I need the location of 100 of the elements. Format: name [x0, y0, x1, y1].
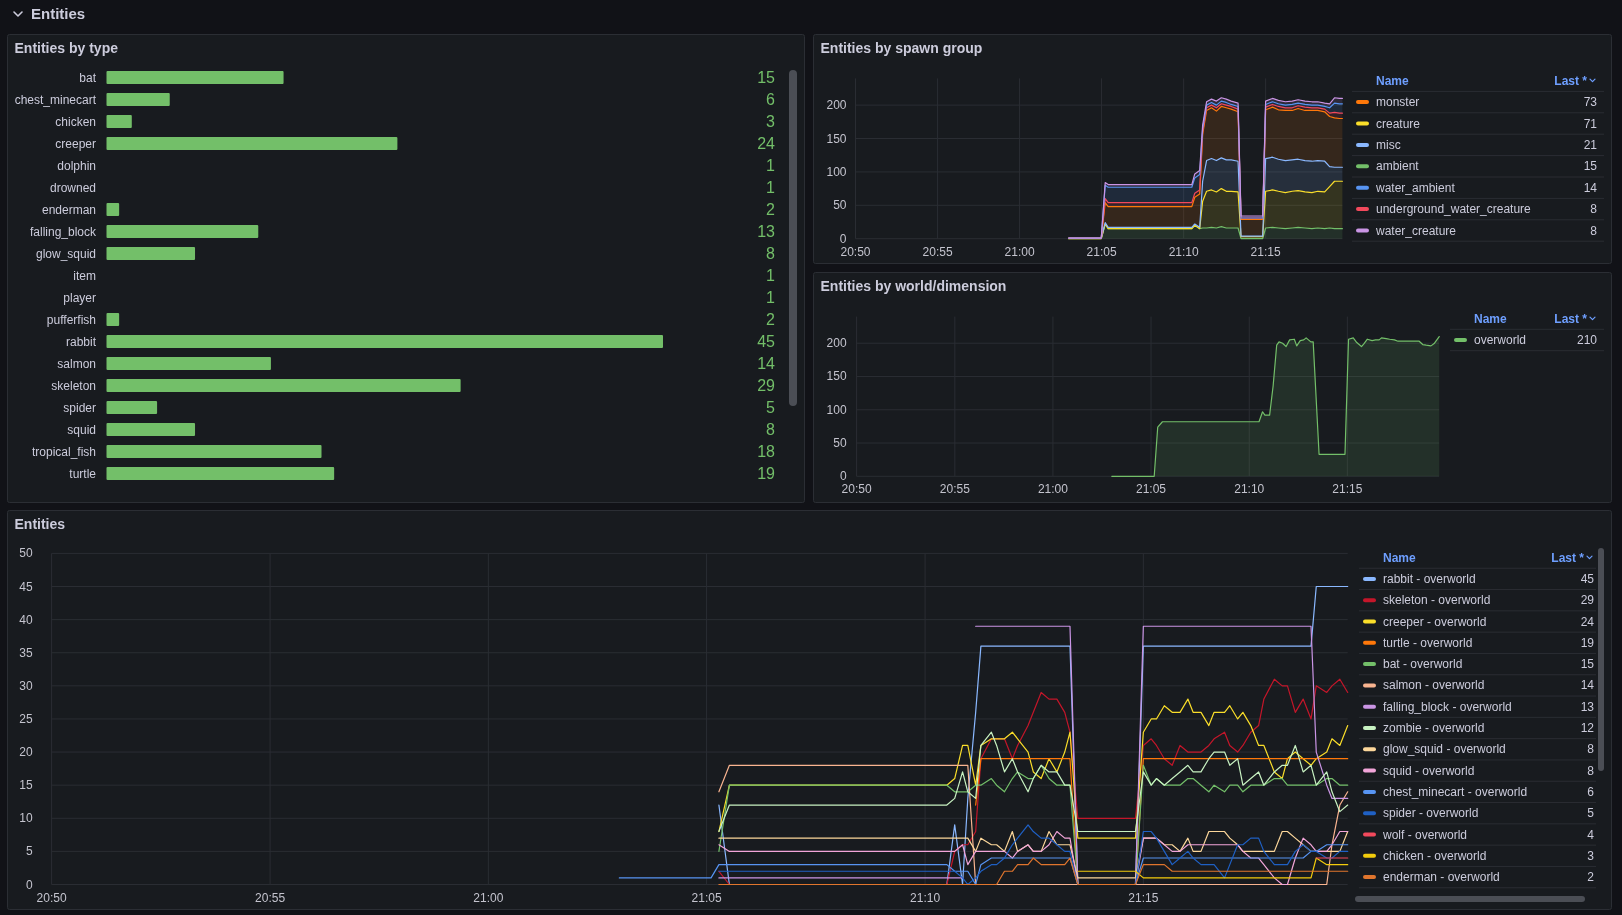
- data-label: 2: [766, 201, 776, 219]
- x-tick-label: 21:00: [1037, 482, 1069, 497]
- legend-label: creeper - overworld: [1383, 614, 1487, 629]
- data-label: 14: [757, 355, 776, 373]
- x-tick-label: 21:05: [1086, 244, 1117, 259]
- legend-title: Name: [1383, 550, 1417, 565]
- legend-label: misc: [1376, 137, 1401, 152]
- line-series: [718, 731, 1349, 833]
- y-tick-label: 45: [19, 579, 33, 594]
- text: 8: [1590, 223, 1598, 238]
- y-tick-label: skeleton: [51, 378, 96, 393]
- legend-label: bat - overworld: [1383, 657, 1463, 672]
- y-tick-label: bat: [79, 70, 97, 85]
- legend-label: skeleton - overworld: [1383, 593, 1491, 608]
- legend-label: water_creature: [1375, 223, 1457, 238]
- y-tick-label: dolphin: [57, 158, 96, 173]
- y-tick-label: 150: [826, 131, 847, 146]
- data-label: 8: [766, 245, 776, 263]
- text: 6: [1587, 784, 1595, 799]
- text: 8: [1587, 742, 1595, 757]
- chart-title: Entities by spawn group: [820, 40, 983, 56]
- line-series: [718, 764, 1349, 886]
- x-tick-label: 21:00: [1004, 244, 1035, 259]
- text: 14: [1580, 678, 1595, 693]
- x-tick-label: 21:05: [1136, 482, 1167, 497]
- text: Entities: [31, 5, 86, 22]
- x-tick-label: 21:10: [1234, 482, 1265, 497]
- text: 24: [1580, 614, 1595, 629]
- y-tick-label: 150: [826, 369, 847, 384]
- y-tick-label: 20: [19, 745, 33, 760]
- legend-label: turtle - overworld: [1383, 635, 1473, 650]
- text: 73: [1583, 95, 1598, 110]
- y-tick-label: salmon: [57, 356, 96, 371]
- x-tick-label: 20:50: [841, 482, 872, 497]
- data-label: 5: [766, 399, 776, 417]
- y-tick-label: 100: [826, 164, 847, 179]
- text: 71: [1583, 116, 1598, 131]
- data-label: 2: [766, 311, 776, 329]
- y-tick-label: enderman: [41, 202, 96, 217]
- legend-label: squid - overworld: [1383, 763, 1475, 778]
- legend-label: water_ambient: [1375, 180, 1456, 195]
- y-tick-label: player: [63, 290, 96, 305]
- data-label: 15: [757, 69, 776, 87]
- y-tick-label: spider: [63, 400, 96, 415]
- x-tick-label: 20:50: [36, 890, 67, 905]
- data-label: 6: [766, 91, 776, 109]
- y-tick-label: 50: [833, 436, 847, 451]
- data-label: 13: [757, 223, 776, 241]
- data-label: 1: [766, 179, 776, 197]
- text: 13: [1580, 699, 1595, 714]
- data-label: 45: [757, 333, 776, 351]
- x-tick-label: 20:50: [840, 244, 871, 259]
- legend-label: glow_squid - overworld: [1383, 742, 1506, 757]
- x-tick-label: 21:15: [1332, 482, 1363, 497]
- y-tick-label: turtle: [69, 466, 97, 481]
- text: 15: [1580, 657, 1595, 672]
- legend-label: zombie - overworld: [1383, 721, 1485, 735]
- line-series: [718, 857, 1349, 886]
- legend-label: wolf - overworld: [1382, 827, 1468, 842]
- legend-label: chest_minecart - overworld: [1383, 784, 1528, 799]
- text: 45: [1580, 571, 1595, 586]
- y-tick-label: 30: [19, 678, 33, 693]
- data-label: 3: [766, 113, 776, 131]
- x-tick-label: 21:05: [691, 890, 722, 905]
- y-tick-label: chicken: [55, 114, 96, 129]
- text: 8: [1590, 202, 1598, 217]
- x-tick-label: 21:10: [910, 890, 941, 905]
- legend-label: salmon - overworld: [1383, 678, 1485, 693]
- x-tick-label: 20:55: [922, 244, 953, 259]
- data-label: 1: [766, 289, 776, 307]
- y-tick-label: 15: [19, 778, 33, 793]
- y-tick-label: 40: [19, 612, 33, 627]
- y-tick-label: 5: [25, 844, 33, 859]
- x-tick-label: 21:00: [473, 890, 504, 905]
- y-tick-label: rabbit: [65, 334, 97, 349]
- y-tick-label: 100: [826, 402, 847, 417]
- data-label: 24: [757, 135, 776, 153]
- y-tick-label: 0: [25, 877, 33, 892]
- data-label: 1: [766, 157, 776, 175]
- x-tick-label: 21:15: [1250, 244, 1281, 259]
- text: 5: [1587, 806, 1595, 821]
- text: Last *: [1554, 73, 1588, 88]
- line-series: [618, 844, 1349, 886]
- legend-label: spider - overworld: [1383, 806, 1479, 821]
- data-label: 1: [766, 267, 776, 285]
- legend-title: Name: [1474, 311, 1508, 326]
- text: Last *: [1551, 550, 1585, 565]
- chart-title: Entities by world/dimension: [820, 278, 1007, 294]
- data-label: 18: [757, 443, 776, 461]
- y-tick-label: 50: [19, 546, 33, 561]
- y-tick-label: 0: [839, 469, 847, 484]
- y-tick-label: pufferfish: [46, 312, 96, 327]
- data-label: 8: [766, 421, 776, 439]
- data-label: 19: [757, 465, 776, 483]
- y-tick-label: creeper: [55, 136, 96, 151]
- text: 4: [1587, 827, 1595, 842]
- text: 12: [1580, 721, 1595, 735]
- legend-label: overworld: [1474, 333, 1527, 347]
- x-tick-label: 21:15: [1128, 890, 1159, 905]
- y-tick-label: 25: [19, 711, 33, 726]
